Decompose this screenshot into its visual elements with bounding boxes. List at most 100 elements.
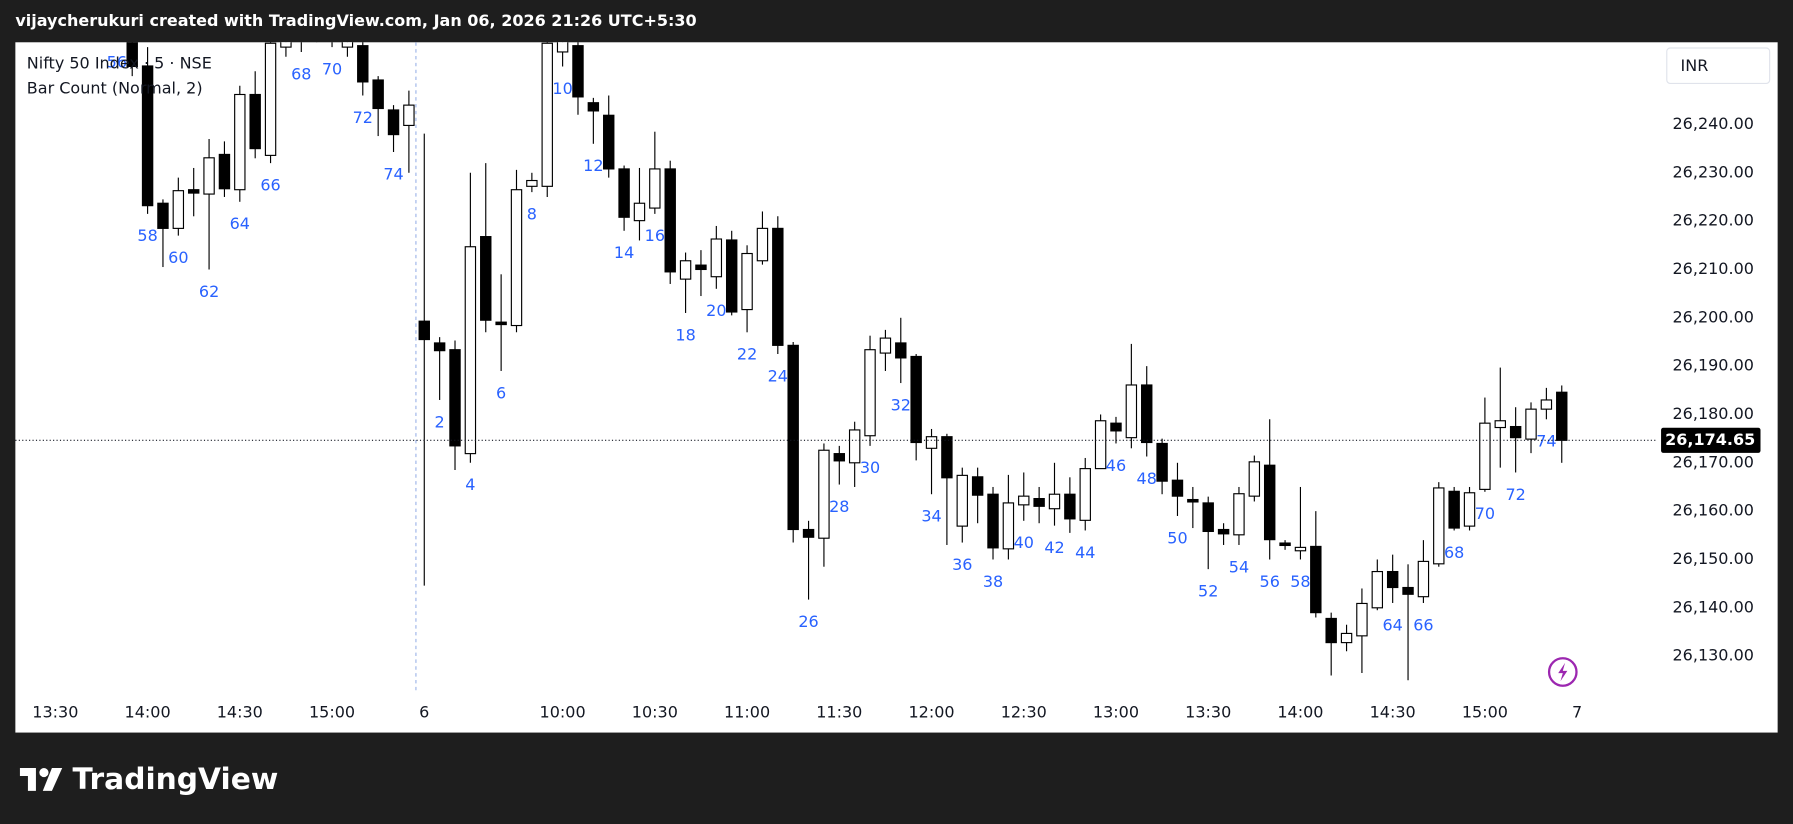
candle-body <box>572 45 584 98</box>
bar-count-label: 58 <box>1290 572 1310 591</box>
candle-body <box>541 42 553 187</box>
candle-body <box>1033 497 1045 507</box>
currency-button[interactable] <box>1666 47 1771 84</box>
bar-count-label: 16 <box>645 226 665 245</box>
x-tick-label: 14:00 <box>125 703 171 722</box>
candle-body <box>1141 384 1153 444</box>
bar-count-label: 24 <box>768 366 788 385</box>
logo-v <box>42 768 63 791</box>
bar-count-label: 56 <box>1260 572 1280 591</box>
candle-body <box>1187 498 1199 503</box>
candle-body <box>864 349 876 437</box>
candle-body <box>172 190 185 229</box>
bar-count-label: 72 <box>1505 485 1525 504</box>
bar-count-label: 6 <box>496 383 506 402</box>
candle-body <box>218 153 231 190</box>
logo-dot <box>39 768 49 778</box>
bar-count-label: 64 <box>230 214 250 233</box>
candle-body <box>1556 391 1568 441</box>
bar-count-label: 44 <box>1075 543 1095 562</box>
bar-count-label: 40 <box>1014 533 1034 552</box>
candle-body <box>787 344 799 531</box>
candle-body <box>725 239 738 313</box>
candle-body <box>1310 545 1322 614</box>
header-text: vijaycherukuri created with TradingView.… <box>15 11 696 30</box>
candle-body <box>633 202 646 222</box>
candle-body <box>756 227 769 262</box>
bar-count-label: 50 <box>1167 528 1187 547</box>
last-price-tag <box>1661 427 1761 453</box>
candle-body <box>1263 464 1276 541</box>
candle-body <box>1156 442 1168 482</box>
candle-body <box>480 236 492 321</box>
bar-count-label: 68 <box>291 64 311 83</box>
candle-body <box>526 179 538 187</box>
alert-icon[interactable] <box>1547 657 1578 687</box>
bar-count-label: 66 <box>260 175 280 194</box>
alert-bolt <box>1558 662 1568 682</box>
bar-count-label: 20 <box>706 301 726 320</box>
candle-body <box>1279 542 1291 547</box>
y-tick-label: 26,170.00 <box>1673 452 1754 471</box>
candle-body <box>879 337 892 354</box>
candle-body <box>1064 493 1076 520</box>
candle-body <box>1002 502 1015 550</box>
candle-body <box>1494 420 1506 429</box>
candle-body <box>372 79 384 110</box>
candle-body <box>234 93 246 191</box>
y-tick-label: 26,140.00 <box>1673 597 1754 616</box>
candle-body <box>833 453 846 462</box>
bar-count-label: 36 <box>952 555 972 574</box>
candle-body <box>603 114 615 170</box>
candle-body <box>818 449 830 539</box>
x-tick-label: 14:30 <box>217 703 263 722</box>
x-tick-label: 15:00 <box>309 703 355 722</box>
candle-body <box>387 109 400 136</box>
bar-count-label: 74 <box>1536 432 1556 451</box>
candle-body <box>203 157 215 195</box>
currency-label[interactable]: INR <box>1681 56 1709 75</box>
y-tick-label: 26,240.00 <box>1673 114 1754 133</box>
bar-count-label: 22 <box>737 345 757 364</box>
candle-body <box>710 238 723 278</box>
bar-count-label: 46 <box>1106 456 1126 475</box>
candle-body <box>403 104 415 126</box>
candle-body <box>341 42 354 48</box>
candle-body <box>157 202 169 229</box>
candle-body <box>1325 617 1337 644</box>
x-tick-label: 13:00 <box>1093 703 1139 722</box>
candle-body <box>1340 632 1353 644</box>
candle-body <box>1371 570 1384 609</box>
bar-count-label: 66 <box>1413 615 1433 634</box>
candle-body <box>1294 546 1307 552</box>
bar-count-label: 58 <box>137 226 157 245</box>
candle-body <box>1402 586 1414 595</box>
candle-body <box>802 528 815 538</box>
candle-body <box>141 65 154 207</box>
bar-count-label: 70 <box>322 59 342 78</box>
bar-count-label: 18 <box>675 325 695 344</box>
x-tick-label: 14:00 <box>1277 703 1323 722</box>
bar-count-label: 26 <box>798 612 818 631</box>
x-tick-label: 10:00 <box>540 703 586 722</box>
candle-body <box>695 264 707 271</box>
last-price-label: 26,174.65 <box>1665 430 1755 449</box>
candle-body <box>587 102 600 112</box>
bar-count-label: 2 <box>435 412 445 431</box>
candle-body <box>1018 495 1030 506</box>
y-tick-label: 26,130.00 <box>1673 646 1754 665</box>
candle-body <box>1248 461 1261 497</box>
footer-brand: TradingView <box>72 762 278 797</box>
bar-count-label: 14 <box>614 243 634 262</box>
x-tick-label: 11:00 <box>724 703 770 722</box>
chart-panel <box>15 42 1778 733</box>
candle-body <box>772 227 784 346</box>
candle-body <box>510 189 523 327</box>
candle-body <box>1479 422 1491 490</box>
x-tick-label: 13:30 <box>32 703 78 722</box>
bar-count-label: 34 <box>921 507 941 526</box>
bar-count-label: 70 <box>1475 504 1495 523</box>
bar-count-label: 42 <box>1044 538 1064 557</box>
axes: 26,130.00 26,140.00 26,150.00 26,160.00 26,1… <box>15 114 1761 722</box>
